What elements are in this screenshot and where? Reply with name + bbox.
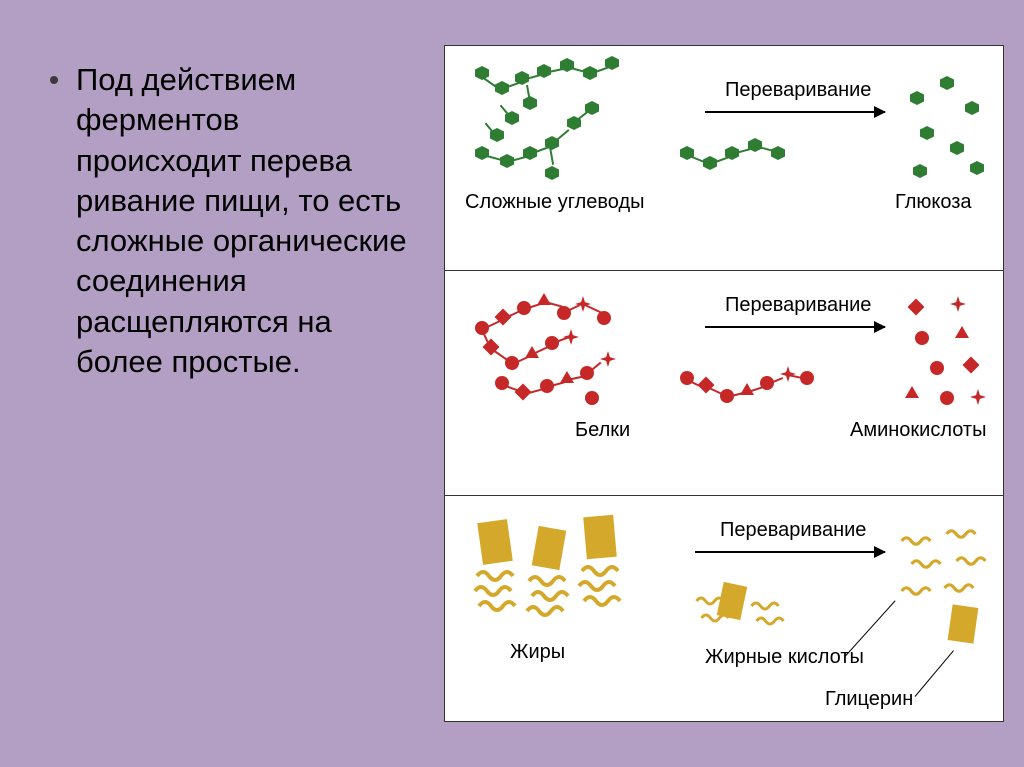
left-label: Жиры bbox=[510, 641, 565, 664]
panel-proteins: Переваривание bbox=[445, 271, 1003, 496]
arrow-label: Переваривание bbox=[720, 519, 866, 542]
panel-fats: Переваривание Жиры Жирные кислоты Глицер… bbox=[445, 496, 1003, 721]
left-label: Сложные углеводы bbox=[465, 191, 645, 214]
pointer-line-icon bbox=[915, 650, 954, 697]
bullet-item: Под действием ферментов происходит перев… bbox=[50, 60, 410, 382]
right-label: Аминокислоты bbox=[850, 419, 986, 442]
text-column: Под действием ферментов происходит перев… bbox=[0, 0, 430, 767]
arrow-label: Переваривание bbox=[725, 79, 871, 102]
bullet-dot-icon bbox=[50, 76, 58, 84]
right-label-glycerol: Глицерин bbox=[825, 688, 913, 711]
arrow-label: Переваривание bbox=[725, 294, 871, 317]
digestion-diagram: Переваривание Сложные углеводы Глюкоза bbox=[444, 45, 1004, 722]
bullet-text: Под действием ферментов происходит перев… bbox=[76, 60, 410, 382]
digestion-arrow-icon bbox=[705, 111, 885, 113]
digestion-arrow-icon bbox=[705, 326, 885, 328]
pointer-line-icon bbox=[845, 600, 896, 656]
left-label: Белки bbox=[575, 419, 630, 442]
right-label: Глюкоза bbox=[895, 191, 972, 214]
panel-carbohydrates: Переваривание Сложные углеводы Глюкоза bbox=[445, 46, 1003, 271]
right-label-fatty-acids: Жирные кислоты bbox=[705, 646, 864, 669]
digestion-arrow-icon bbox=[695, 551, 885, 553]
slide: Под действием ферментов происходит перев… bbox=[0, 0, 1024, 767]
